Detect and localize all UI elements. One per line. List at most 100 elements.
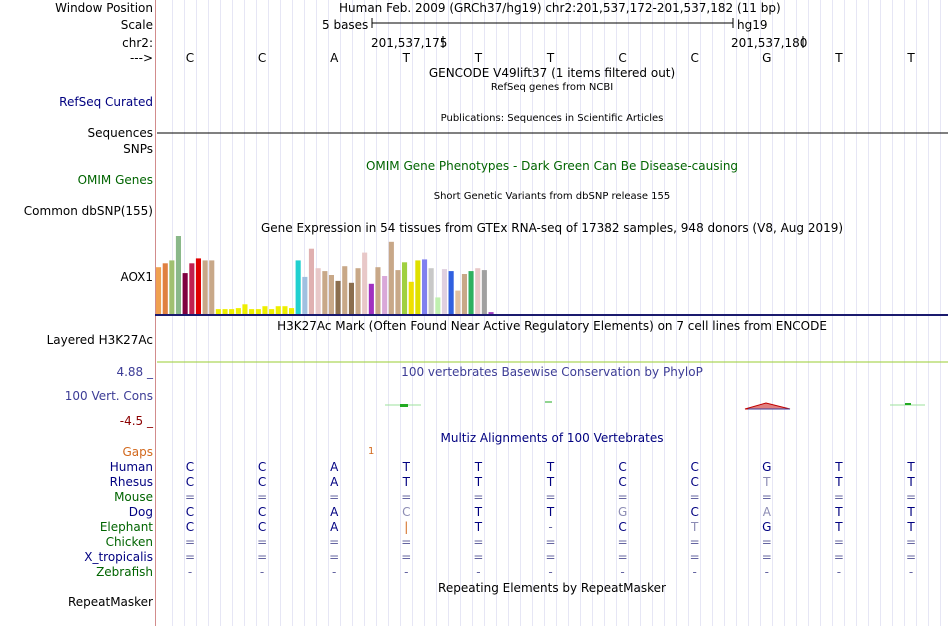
guide-line xyxy=(532,0,533,626)
refseq-track-title[interactable]: RefSeq genes from NCBI xyxy=(490,82,614,93)
gtex-tissue-bar[interactable] xyxy=(461,274,467,314)
gtex-tissue-bar[interactable] xyxy=(408,281,414,314)
repeatmasker-track-title[interactable]: Repeating Elements by RepeatMasker xyxy=(438,581,666,595)
gtex-tissue-bar[interactable] xyxy=(415,260,421,314)
cons-label[interactable]: 100 Vert. Cons xyxy=(64,389,153,403)
gtex-tissue-bar[interactable] xyxy=(182,273,188,315)
h3k27ac-track-title[interactable]: H3K27Ac Mark (Often Found Near Active Re… xyxy=(277,319,827,333)
gtex-tissue-bar[interactable] xyxy=(368,283,374,314)
species-label-mouse[interactable]: Mouse xyxy=(114,490,153,504)
h3k27ac-label[interactable]: Layered H3K27Ac xyxy=(46,333,153,347)
gtex-tissue-bar[interactable] xyxy=(348,282,354,314)
alignment-base: = xyxy=(761,550,772,564)
ruler-base: C xyxy=(185,51,195,65)
gtex-tissue-bar[interactable] xyxy=(362,252,368,314)
gtex-tissue-bar[interactable] xyxy=(335,280,341,314)
gtex-tissue-bar[interactable] xyxy=(235,308,241,314)
species-label-human[interactable]: Human xyxy=(109,460,153,474)
ruler-base: C xyxy=(618,51,627,65)
alignment-base: = xyxy=(184,550,196,564)
gtex-tissue-bar[interactable] xyxy=(395,270,401,314)
gtex-tissue-bar[interactable] xyxy=(262,306,268,314)
multiz-track-title[interactable]: Multiz Alignments of 100 Vertebrates xyxy=(440,431,664,445)
species-label-x_tropicalis[interactable]: X_tropicalis xyxy=(84,550,153,564)
alignment-base: - xyxy=(187,565,193,579)
omim-label[interactable]: OMIM Genes xyxy=(77,173,153,187)
gtex-tissue-bar[interactable] xyxy=(475,268,481,314)
gtex-tissue-bar[interactable] xyxy=(162,263,168,314)
alignment-base: - xyxy=(404,565,409,579)
gtex-tissue-bar[interactable] xyxy=(255,309,261,314)
gtex-tissue-bar[interactable] xyxy=(169,260,175,314)
gtex-tissue-bar[interactable] xyxy=(488,312,494,315)
gtex-tissue-bar[interactable] xyxy=(215,309,221,314)
gtex-tissue-bar[interactable] xyxy=(269,309,275,314)
gtex-track-title[interactable]: Gene Expression in 54 tissues from GTEx … xyxy=(260,221,844,235)
species-label-chicken[interactable]: Chicken xyxy=(105,535,153,549)
gtex-tissue-bar[interactable] xyxy=(315,268,321,314)
gtex-tissue-bar[interactable] xyxy=(302,276,308,314)
snps-label[interactable]: SNPs xyxy=(123,142,153,156)
gtex-tissue-bar[interactable] xyxy=(189,263,195,314)
gtex-gene-label[interactable]: AOX1 xyxy=(120,270,153,284)
gtex-tissue-bar[interactable] xyxy=(448,271,454,314)
gtex-tissue-bar[interactable] xyxy=(441,269,447,314)
alignment-base: T xyxy=(907,505,915,519)
gtex-tissue-bar[interactable] xyxy=(355,268,361,314)
publications-track-title[interactable]: Publications: Sequences in Scientific Ar… xyxy=(440,113,664,124)
species-label-dog[interactable]: Dog xyxy=(128,505,153,519)
gencode-track-title[interactable]: GENCODE V49lift37 (1 items filtered out) xyxy=(428,66,676,80)
gtex-tissue-bar[interactable] xyxy=(295,260,301,314)
chrom-label: chr2: xyxy=(122,36,153,50)
species-label-elephant[interactable]: Elephant xyxy=(99,520,153,534)
gtex-tissue-bar[interactable] xyxy=(382,276,388,314)
gtex-tissue-bar[interactable] xyxy=(402,262,408,314)
sequences-label[interactable]: Sequences xyxy=(87,126,153,140)
repeatmasker-label[interactable]: RepeatMasker xyxy=(67,595,153,609)
gtex-tissue-bar[interactable] xyxy=(388,241,394,314)
gtex-tissue-bar[interactable] xyxy=(322,271,328,314)
gtex-tissue-bar[interactable] xyxy=(289,308,295,314)
species-label-zebrafish[interactable]: Zebrafish xyxy=(96,565,153,579)
dbsnp-label[interactable]: Common dbSNP(155) xyxy=(23,204,153,218)
gtex-tissue-bar[interactable] xyxy=(428,268,434,314)
gtex-tissue-bar[interactable] xyxy=(342,266,348,314)
guide-line xyxy=(508,0,509,626)
gtex-tissue-bar[interactable] xyxy=(175,236,181,314)
gtex-tissue-bar[interactable] xyxy=(222,309,228,314)
refseq-label[interactable]: RefSeq Curated xyxy=(59,95,153,109)
alignment-base: A xyxy=(330,520,339,534)
alignment-base: = xyxy=(617,535,628,549)
gtex-tissue-bar[interactable] xyxy=(282,306,288,314)
alignment-base: C xyxy=(185,460,195,474)
species-label-rhesus[interactable]: Rhesus xyxy=(109,475,153,489)
gtex-tissue-bar[interactable] xyxy=(468,271,474,314)
guide-line xyxy=(556,0,557,626)
dbsnp-track-title[interactable]: Short Genetic Variants from dbSNP releas… xyxy=(433,191,671,202)
gtex-tissue-bar[interactable] xyxy=(229,309,235,314)
gtex-tissue-bar[interactable] xyxy=(481,270,487,314)
guide-line xyxy=(856,0,857,626)
assembly-position-title[interactable]: Human Feb. 2009 (GRCh37/hg19) chr2:201,5… xyxy=(339,1,781,15)
strand-label: ---> xyxy=(129,51,153,65)
cons-track-title[interactable]: 100 vertebrates Basewise Conservation by… xyxy=(401,365,703,379)
alignment-base: = xyxy=(761,535,772,549)
gtex-tissue-bar[interactable] xyxy=(455,290,461,314)
gtex-tissue-bar[interactable] xyxy=(328,275,334,314)
gtex-tissue-bar[interactable] xyxy=(375,267,381,314)
guide-line xyxy=(544,0,545,626)
gtex-tissue-bar[interactable] xyxy=(209,260,215,314)
gtex-tissue-bar[interactable] xyxy=(242,304,248,315)
gtex-tissue-bar[interactable] xyxy=(249,309,255,314)
gtex-tissue-bar[interactable] xyxy=(275,306,281,314)
gtex-bar-chart[interactable] xyxy=(156,236,494,315)
omim-track-title[interactable]: OMIM Gene Phenotypes - Dark Green Can Be… xyxy=(365,159,739,173)
gtex-tissue-bar[interactable] xyxy=(156,267,162,314)
gtex-tissue-bar[interactable] xyxy=(195,258,201,314)
gtex-tissue-bar[interactable] xyxy=(422,259,428,314)
gtex-tissue-bar[interactable] xyxy=(435,297,441,314)
alignment-base: - xyxy=(332,565,337,579)
gtex-tissue-bar[interactable] xyxy=(202,260,208,314)
guide-line xyxy=(928,0,929,626)
gtex-tissue-bar[interactable] xyxy=(308,248,314,314)
